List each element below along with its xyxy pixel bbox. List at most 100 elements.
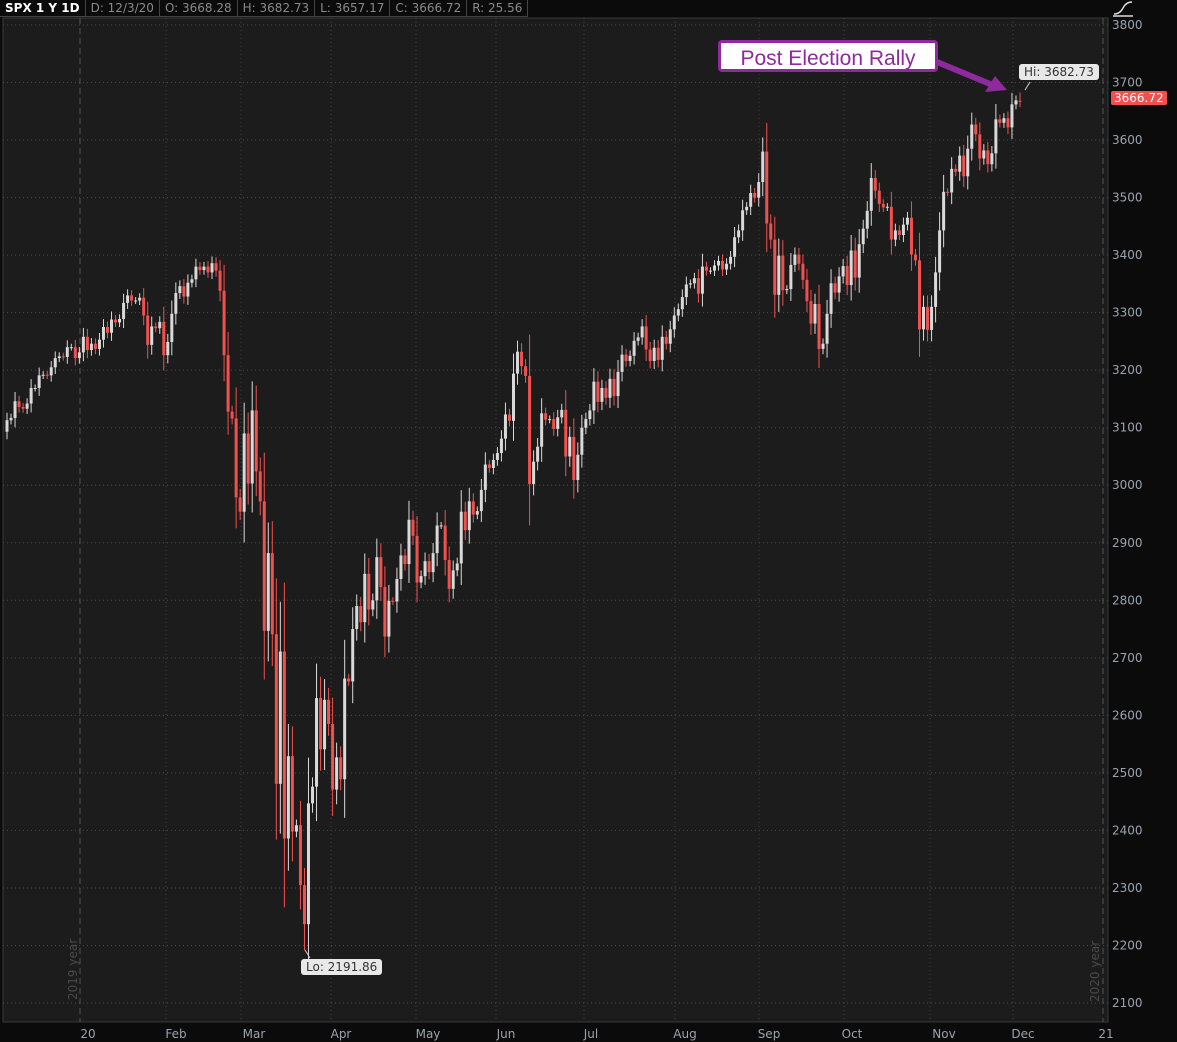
candle-up	[893, 230, 897, 240]
candle-down	[403, 555, 407, 565]
candle-up	[170, 313, 174, 342]
y-tick-label: 3600	[1112, 133, 1143, 147]
candle-up	[934, 272, 938, 307]
candle-down	[877, 190, 881, 204]
post-election-rally-annotation[interactable]: Post Election Rally	[718, 40, 938, 72]
price-scale-icon	[1113, 1, 1133, 17]
candle-down	[909, 217, 913, 255]
candle-up	[600, 388, 604, 402]
candle-up	[126, 295, 130, 303]
candle-up	[717, 260, 721, 266]
candle-up	[813, 304, 817, 324]
candle-up	[242, 433, 246, 512]
candle-up	[785, 289, 789, 291]
plot-area	[2, 17, 1109, 1023]
x-tick-label: Apr	[331, 1027, 352, 1041]
candle-up	[652, 347, 656, 361]
candle-up	[294, 825, 298, 832]
candle-down	[753, 192, 757, 198]
candle-up	[1002, 118, 1006, 123]
candle-up	[865, 210, 869, 229]
candle-up	[793, 254, 797, 265]
candle-down	[881, 203, 885, 208]
candle-up	[532, 461, 536, 485]
x-tick-label: Nov	[932, 1027, 955, 1041]
candle-up	[343, 678, 347, 780]
candle-up	[536, 446, 540, 462]
candle-down	[443, 525, 447, 561]
candle-down	[769, 223, 773, 240]
candle-up	[158, 321, 162, 329]
y-tick-label: 2400	[1112, 823, 1143, 837]
year-label: 2020 year	[1088, 941, 1102, 1002]
candle-down	[214, 263, 218, 271]
candle-down	[331, 723, 335, 790]
candle-up	[77, 352, 81, 359]
x-tick-label: Feb	[165, 1027, 186, 1041]
candle-down	[845, 266, 849, 286]
candle-up	[65, 347, 69, 357]
candle-down	[797, 254, 801, 264]
candle-down	[290, 756, 294, 832]
candle-up	[134, 300, 138, 302]
candle-up	[467, 501, 471, 531]
candle-up	[930, 306, 934, 330]
candle-down	[246, 433, 250, 484]
candle-up	[407, 519, 411, 565]
candle-down	[817, 304, 821, 349]
candle-up	[423, 561, 427, 577]
candle-up	[1010, 104, 1014, 128]
candle-up	[584, 419, 588, 428]
candle-up	[708, 270, 712, 272]
y-tick-label: 2500	[1112, 766, 1143, 780]
candle-down	[918, 260, 922, 330]
candle-up	[210, 263, 214, 273]
candle-down	[721, 260, 725, 270]
candle-up	[841, 266, 845, 277]
candle-up	[733, 237, 737, 257]
candle-down	[282, 651, 286, 839]
year-label: 2019 year	[66, 939, 80, 1000]
candle-down	[656, 347, 660, 360]
candle-up	[174, 293, 178, 314]
candle-up	[568, 436, 572, 457]
candle-down	[853, 250, 857, 278]
candle-up	[901, 224, 905, 235]
candle-up	[13, 401, 17, 418]
candle-down	[302, 885, 306, 925]
candle-up	[660, 336, 664, 360]
candle-up	[431, 553, 435, 573]
candle-up	[81, 336, 85, 353]
candle-down	[391, 600, 395, 602]
candle-up	[118, 318, 122, 323]
candle-up	[69, 347, 73, 349]
candle-down	[154, 326, 158, 329]
candle-up	[1014, 100, 1018, 105]
candle-down	[379, 557, 383, 588]
candle-up	[712, 265, 716, 271]
candle-down	[889, 206, 893, 240]
candle-down	[1018, 100, 1022, 102]
x-tick-label: Jun	[496, 1027, 516, 1041]
candle-down	[383, 587, 387, 637]
x-tick-label: Sep	[758, 1027, 781, 1041]
symbol-label[interactable]: SPX 1 Y 1D	[0, 0, 86, 17]
candle-up	[435, 525, 439, 554]
y-tick-label: 2600	[1112, 708, 1143, 722]
annotation-arrow-shaft	[935, 59, 997, 89]
candle-up	[122, 302, 126, 319]
candle-up	[186, 282, 190, 297]
quote-header: SPX 1 Y 1D D: 12/3/20 O: 3668.28 H: 3682…	[0, 0, 529, 17]
candle-up	[250, 410, 254, 484]
candle-up	[990, 153, 994, 165]
candle-up	[745, 206, 749, 211]
candle-down	[17, 401, 21, 407]
candle-up	[548, 419, 552, 421]
candle-up	[994, 119, 998, 154]
candle-down	[359, 606, 363, 623]
candle-up	[335, 757, 339, 790]
candle-up	[451, 570, 455, 589]
close-value: C: 3666.72	[390, 0, 468, 17]
y-tick-label: 3000	[1112, 478, 1143, 492]
